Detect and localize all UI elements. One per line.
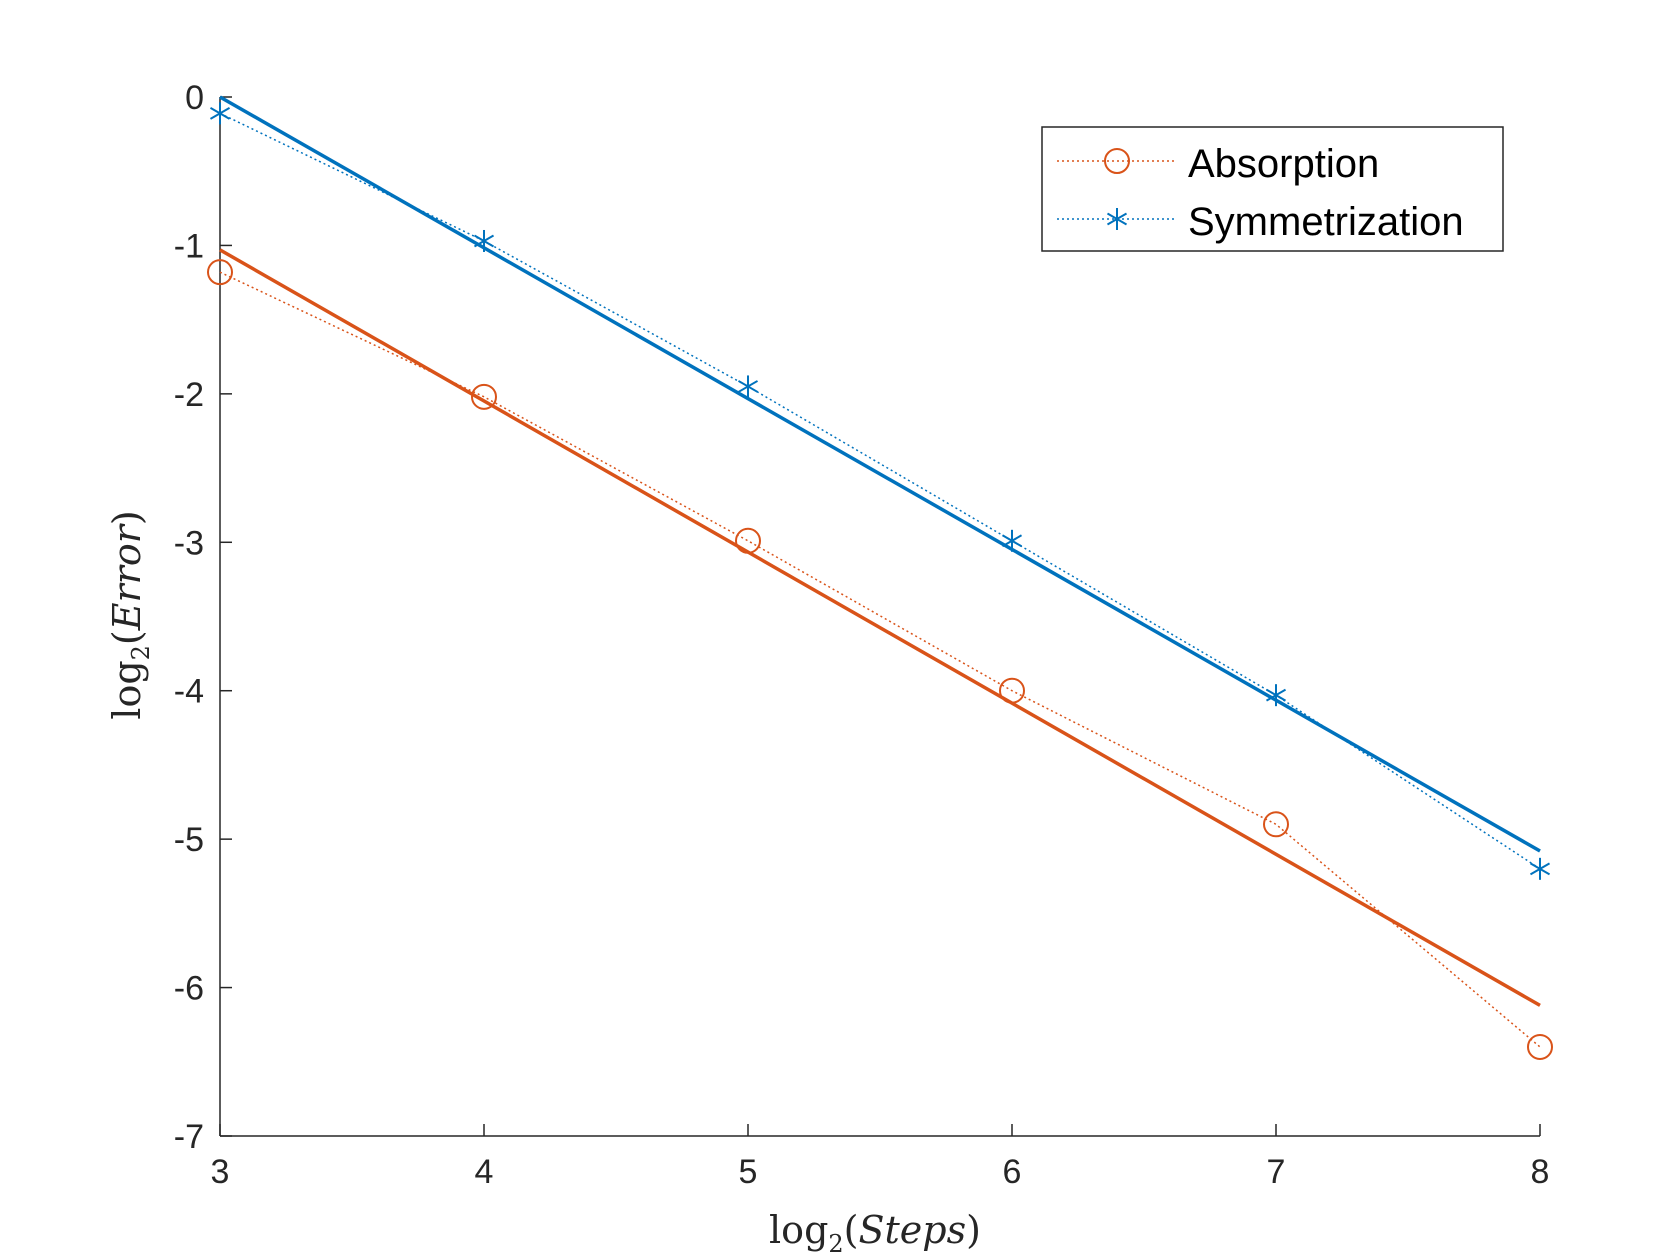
data-point-absorption: [1263, 811, 1289, 838]
data-point-symmetrization: [473, 229, 495, 252]
legend-label-absorption: Absorption: [1188, 142, 1379, 186]
y-tick-label: -1: [174, 227, 204, 265]
axis-labels: log2(Steps) log2(Error): [105, 510, 981, 1258]
y-tick-label: -5: [174, 821, 204, 859]
data-point-absorption: [471, 383, 497, 410]
data-point-absorption: [207, 259, 233, 286]
series-symmetrization: [209, 95, 1551, 880]
x-tick-label: 3: [211, 1153, 230, 1191]
legend: Absorption Symmetrization: [1041, 126, 1504, 252]
y-tick-label: 0: [185, 79, 204, 117]
axes: 3 4 5 6 7 8 -7 -6 -5 -4 -3 -2 -1 0: [174, 79, 1550, 1191]
y-tick-label: -4: [174, 673, 204, 711]
x-tick-label: 5: [739, 1153, 758, 1191]
x-tick-label: 4: [475, 1153, 494, 1191]
data-point-absorption: [999, 677, 1025, 704]
fit-line-absorption: [219, 248, 1541, 1007]
y-tick-label: -6: [174, 970, 204, 1008]
data-point-symmetrization: [737, 375, 759, 398]
data-point-symmetrization: [209, 102, 231, 125]
data-point-symmetrization: [1001, 529, 1023, 552]
data-line-absorption: [219, 271, 1541, 1048]
data-point-symmetrization: [1529, 857, 1551, 880]
x-tick-label: 6: [1003, 1153, 1022, 1191]
legend-marker-absorption: [1104, 148, 1130, 174]
legend-box: [1041, 126, 1504, 252]
x-axis-title: log2(Steps): [769, 1208, 981, 1258]
fit-line-symmetrization: [219, 95, 1541, 853]
y-tick-label: -7: [174, 1118, 204, 1156]
data-point-symmetrization: [1265, 684, 1287, 707]
series-absorption: [207, 248, 1553, 1060]
y-axis-title: log2(Error): [105, 510, 155, 719]
y-tick-label: -3: [174, 524, 204, 562]
data-point-absorption: [1527, 1033, 1553, 1060]
legend-marker-symmetrization: [1106, 208, 1128, 230]
x-tick-label: 7: [1267, 1153, 1286, 1191]
data-point-absorption: [735, 527, 761, 554]
x-tick-label: 8: [1531, 1153, 1550, 1191]
series-layer: [207, 95, 1553, 1060]
y-tick-label: -2: [174, 376, 204, 414]
legend-label-symmetrization: Symmetrization: [1188, 200, 1464, 244]
